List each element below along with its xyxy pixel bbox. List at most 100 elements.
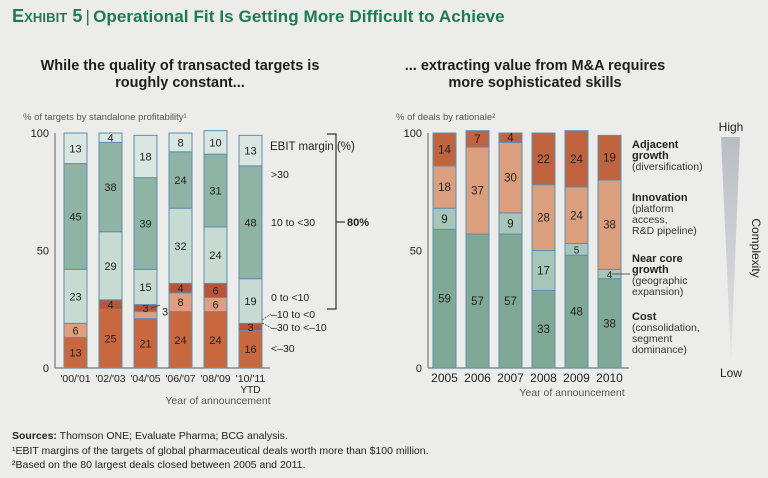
exhibit-title: Exhibit 5 | Operational Fit Is Getting Mor… bbox=[12, 6, 505, 27]
sources-line: Sources: Thomson ONE; Evaluate Pharma; B… bbox=[12, 430, 288, 442]
legend-item-neg30to10: –30 to <–10 bbox=[271, 322, 327, 334]
x-tick-label: '10/'11 bbox=[236, 373, 266, 385]
data-label: 57 bbox=[504, 296, 517, 308]
data-label: 8 bbox=[177, 297, 183, 309]
legend-name-near_core: Near core bbox=[632, 253, 683, 265]
data-label: 28 bbox=[537, 213, 550, 225]
data-label: 8 bbox=[177, 137, 183, 149]
data-label: 6 bbox=[72, 325, 78, 337]
x-tick-label: '06/'07 bbox=[165, 373, 195, 385]
legend-leader-neg30 bbox=[261, 322, 272, 329]
data-label: 23 bbox=[69, 291, 81, 303]
exhibit-heading: Operational Fit Is Getting More Difficul… bbox=[93, 7, 505, 26]
bar-segment bbox=[98, 132, 123, 143]
x-tick-label: 2009 bbox=[563, 371, 590, 385]
x-axis-title-0: Year of announcement bbox=[165, 395, 270, 407]
left-chart-title: While the quality of transacted targets … bbox=[40, 58, 320, 91]
complexity-high-label: High bbox=[719, 120, 744, 134]
x-tick-label: 2007 bbox=[497, 371, 524, 385]
data-label: 3 bbox=[142, 303, 148, 315]
sources-text: Thomson ONE; Evaluate Pharma; BCG analys… bbox=[59, 430, 288, 442]
legend-item-0to10: 0 to <10 bbox=[271, 292, 309, 304]
legend-name-near_core: growth bbox=[632, 264, 669, 276]
complexity-axis-label: Complexity bbox=[749, 218, 763, 277]
bar-segment bbox=[63, 132, 88, 165]
data-label: 9 bbox=[507, 218, 513, 230]
data-label: 17 bbox=[537, 265, 550, 277]
data-label: 24 bbox=[209, 335, 221, 347]
legend-name-adjacent: growth bbox=[632, 150, 669, 162]
x-tick-label: '08/'09 bbox=[200, 373, 230, 385]
data-label: 24 bbox=[570, 154, 583, 166]
legend-sub-cost: dominance) bbox=[632, 344, 687, 356]
data-label: 24 bbox=[570, 210, 583, 222]
data-label: 3 bbox=[247, 322, 253, 334]
data-label: 25 bbox=[104, 334, 116, 346]
complexity-low-label: Low bbox=[720, 366, 742, 380]
data-label: 4 bbox=[107, 133, 113, 145]
exhibit-number: Exhibit 5 bbox=[12, 6, 83, 26]
y-axis-title-0: % of targets by standalone profitability… bbox=[23, 112, 187, 123]
y-axis-title-1: % of deals by rationale² bbox=[396, 112, 495, 123]
data-label: 15 bbox=[139, 282, 151, 294]
legend-sub-near_core: expansion) bbox=[632, 286, 683, 298]
data-label: 3 bbox=[162, 307, 168, 319]
x-tick-sublabel: YTD bbox=[241, 385, 261, 396]
right-chart-title: ... extracting value from M&A requires m… bbox=[404, 58, 666, 91]
data-label: 16 bbox=[244, 344, 256, 356]
data-label: 6 bbox=[212, 300, 218, 312]
legend-item-ltneg30: <–30 bbox=[271, 343, 295, 355]
data-label: 33 bbox=[537, 324, 550, 336]
data-label: 48 bbox=[570, 307, 583, 319]
data-label: 29 bbox=[104, 261, 116, 273]
data-label: 38 bbox=[603, 220, 616, 232]
y-tick-label: 0 bbox=[416, 363, 422, 375]
x-tick-label: 2006 bbox=[464, 371, 491, 385]
bracket-80-percent bbox=[327, 133, 337, 310]
y-tick-label: 0 bbox=[43, 363, 49, 375]
bar-segment bbox=[564, 130, 589, 188]
bar-segment bbox=[597, 134, 622, 181]
legend-sub-innovation: (platform bbox=[632, 203, 674, 215]
bar-segment bbox=[238, 134, 263, 167]
x-tick-label: 2008 bbox=[530, 371, 557, 385]
bar-segment bbox=[498, 132, 523, 143]
data-label: 32 bbox=[174, 241, 186, 253]
data-label: 5 bbox=[574, 245, 580, 256]
data-label: 38 bbox=[104, 182, 116, 194]
bar-segment bbox=[531, 132, 556, 186]
legend-item-10to30: 10 to <30 bbox=[271, 217, 315, 229]
data-label: 24 bbox=[174, 335, 186, 347]
y-tick-label: 50 bbox=[410, 246, 422, 258]
bar-segment bbox=[203, 130, 228, 155]
x-tick-label: '04/'05 bbox=[130, 373, 160, 385]
data-label: 21 bbox=[139, 338, 151, 350]
x-axis-title-1: Year of announcement bbox=[519, 387, 624, 399]
legend-sub-cost: (consolidation, bbox=[632, 322, 700, 334]
data-label: 19 bbox=[244, 296, 256, 308]
bracket-label: 80% bbox=[347, 217, 369, 229]
data-label: 9 bbox=[441, 214, 447, 226]
legend-sub-near_core: (geographic bbox=[632, 275, 687, 287]
legend-sub-adjacent: (diversification) bbox=[632, 161, 703, 173]
data-label: 31 bbox=[209, 186, 221, 198]
data-label: 39 bbox=[139, 218, 151, 230]
data-label: 48 bbox=[244, 217, 256, 229]
complexity-wedge bbox=[721, 137, 740, 360]
data-label: 4 bbox=[107, 300, 113, 312]
data-label: 4 bbox=[507, 133, 514, 145]
y-tick-label: 50 bbox=[37, 246, 49, 258]
data-label: 13 bbox=[69, 348, 81, 360]
bar-segment bbox=[168, 132, 193, 153]
legend-title: EBIT margin (%) bbox=[270, 141, 355, 153]
legend-sub-innovation: access, bbox=[632, 214, 668, 226]
data-label: 7 bbox=[474, 134, 480, 146]
data-label: 14 bbox=[438, 144, 451, 156]
y-tick-label: 100 bbox=[404, 128, 422, 140]
legend-sub-cost: segment bbox=[632, 333, 672, 345]
data-label: 13 bbox=[69, 143, 81, 155]
data-label: 13 bbox=[244, 146, 256, 158]
x-tick-label: 2010 bbox=[596, 371, 623, 385]
footnote-1: ¹EBIT margins of the targets of global p… bbox=[12, 445, 429, 457]
